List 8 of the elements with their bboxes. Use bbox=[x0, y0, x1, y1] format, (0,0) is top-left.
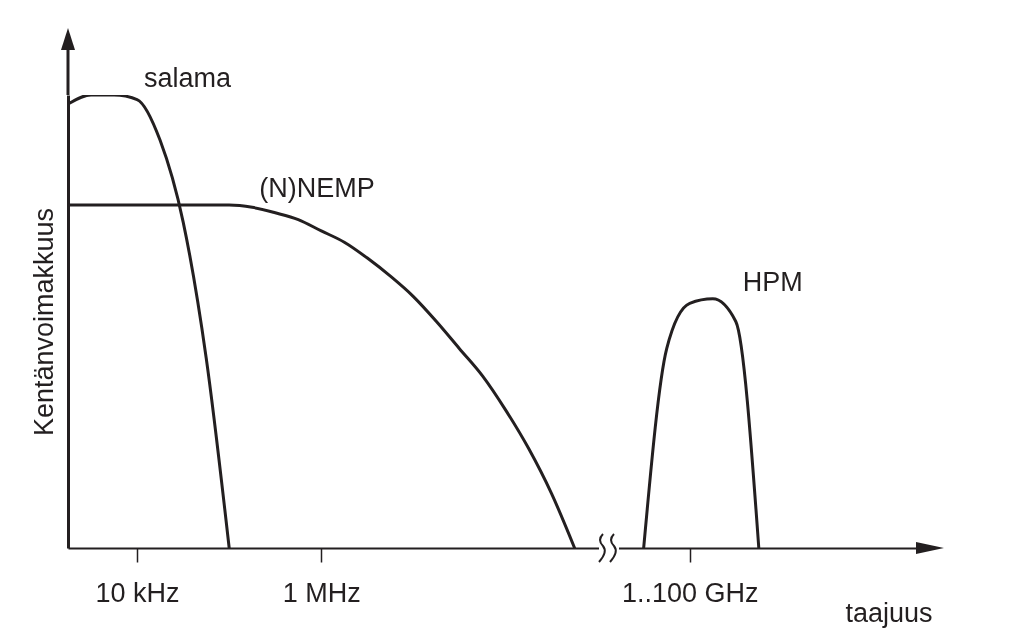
series-label: (N)NEMP bbox=[259, 173, 375, 204]
x-tick-label: 1..100 GHz bbox=[621, 577, 759, 608]
series-label: HPM bbox=[742, 266, 803, 297]
x-tick-label: 1 MHz bbox=[282, 577, 361, 608]
x-tick-label: 10 kHz bbox=[95, 577, 180, 608]
y-axis-title: Kentänvoimakkuus bbox=[28, 207, 59, 437]
series-label: salama bbox=[144, 63, 233, 93]
x-axis-title: taajuus bbox=[845, 597, 933, 628]
